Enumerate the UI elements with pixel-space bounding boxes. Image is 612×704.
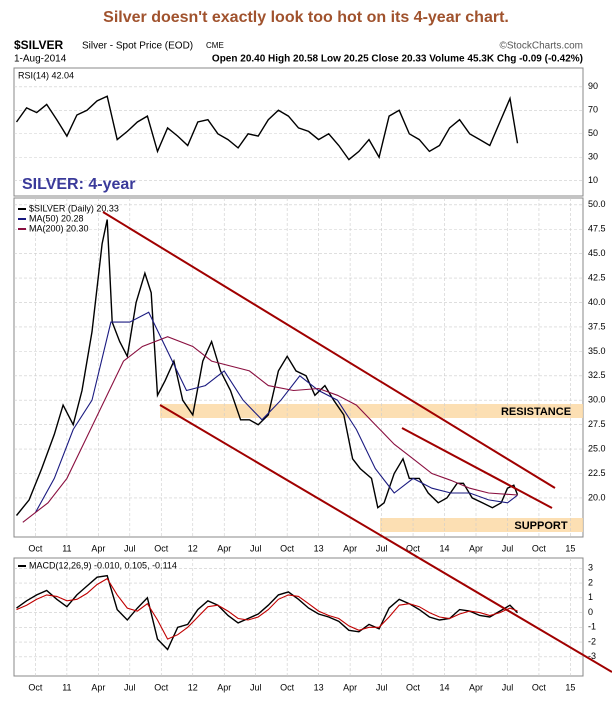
y-tick-label: 27.5 (588, 419, 606, 429)
date: 1-Aug-2014 (14, 54, 67, 65)
x-tick-label: Oct (406, 543, 421, 553)
x-tick-label: Oct (28, 543, 43, 553)
trend-lines: SILVER: 4-year RESISTANCE SUPPORT (22, 176, 612, 673)
exchange: CME (206, 41, 224, 50)
y-tick-label: 30.0 (588, 395, 606, 405)
x-tick-label: 14 (440, 543, 450, 553)
x-tick-label: Jul (124, 682, 136, 692)
y-tick-label: 45.0 (588, 248, 606, 258)
legend-label: MA(50) 20.28 (29, 213, 84, 223)
x-tick-label: Apr (217, 682, 231, 692)
description: Silver - Spot Price (EOD) (82, 41, 193, 52)
y-tick-label: 90 (588, 81, 598, 91)
x-tick-label: Jul (502, 543, 514, 553)
symbol: $SILVER (14, 38, 63, 52)
x-tick-label: Oct (154, 682, 169, 692)
legend-label: MA(200) 20.30 (29, 223, 89, 233)
bands (160, 404, 583, 532)
legend-label: $SILVER (Daily) 20.33 (29, 203, 119, 213)
rsi-panel (13, 67, 584, 197)
x-tick-label: Jul (502, 682, 514, 692)
y-tick-label: 22.5 (588, 468, 606, 478)
trend-line (102, 211, 556, 489)
legend-label: MACD(12,26,9) -0.010, 0.105, -0.114 (29, 560, 177, 570)
y-tick-label: 20.0 (588, 492, 606, 502)
x-tick-label: Oct (406, 682, 421, 692)
credit: ©StockCharts.com (499, 41, 583, 52)
y-tick-label: 0 (588, 607, 593, 617)
data-line (34, 311, 518, 513)
y-tick-label: 25.0 (588, 443, 606, 453)
quote: Open 20.40 High 20.58 Low 20.25 Close 20… (212, 54, 583, 65)
data-line (16, 574, 518, 651)
x-tick-label: 13 (314, 543, 324, 553)
x-tick-label: Jul (376, 682, 388, 692)
x-tick-label: Apr (91, 682, 105, 692)
x-tick-label: Apr (343, 543, 357, 553)
y-tick-label: 35.0 (588, 346, 606, 356)
y-tick-label: 3 (588, 563, 593, 573)
x-tick-label: Apr (469, 543, 483, 553)
x-tick-label: Apr (343, 682, 357, 692)
x-tick-label: Apr (91, 543, 105, 553)
x-tick-label: 15 (565, 543, 575, 553)
x-tick-label: 11 (62, 682, 71, 692)
data-line (15, 219, 519, 516)
x-tick-label: Oct (280, 682, 295, 692)
y-tick-label: 47.5 (588, 224, 606, 234)
x-tick-label: Oct (280, 543, 295, 553)
y-tick-label: 70 (588, 105, 598, 115)
y-tick-label: -2 (588, 636, 596, 646)
x-tick-label: 11 (62, 543, 71, 553)
y-tick-label: 42.5 (588, 272, 606, 282)
y-tick-label: 50 (588, 128, 598, 138)
x-tick-label: Apr (469, 682, 483, 692)
x-tick-label: 14 (440, 682, 450, 692)
y-tick-label: 32.5 (588, 370, 606, 380)
support-band (380, 518, 583, 532)
annotation: RESISTANCE (501, 406, 571, 418)
y-tick-label: 2 (588, 577, 593, 587)
x-tick-label: Oct (532, 682, 547, 692)
trend-line (401, 427, 553, 509)
trend-line (159, 404, 612, 673)
macd-panel (13, 557, 584, 677)
panel-title: RSI(14) 42.04 (18, 70, 74, 80)
y-tick-label: 37.5 (588, 321, 606, 331)
x-tick-label: 15 (565, 682, 575, 692)
y-tick-label: 1 (588, 592, 593, 602)
x-tick-label: Jul (250, 543, 262, 553)
x-tick-label: Oct (28, 682, 43, 692)
x-tick-label: Jul (250, 682, 262, 692)
data-line (15, 95, 519, 161)
y-tick-label: -1 (588, 622, 596, 632)
x-tick-label: Oct (154, 543, 169, 553)
x-tick-label: 13 (314, 682, 324, 692)
headline: Silver doesn't exactly look too hot on i… (103, 9, 509, 26)
annotation: SUPPORT (514, 520, 567, 532)
x-tick-label: Jul (124, 543, 136, 553)
data-line (16, 577, 518, 640)
x-tick-label: Jul (376, 543, 388, 553)
y-tick-label: 30 (588, 152, 598, 162)
y-tick-label: 50.0 (588, 199, 606, 209)
y-tick-label: 10 (588, 175, 598, 185)
y-tick-label: -3 (588, 651, 596, 661)
x-tick-label: 12 (188, 682, 198, 692)
y-tick-label: 40.0 (588, 297, 606, 307)
x-tick-label: Oct (532, 543, 547, 553)
resistance-band (160, 404, 583, 418)
x-tick-label: 12 (188, 543, 198, 553)
annotation: SILVER: 4-year (22, 176, 136, 193)
x-tick-label: Apr (217, 543, 231, 553)
data-line (22, 336, 518, 523)
